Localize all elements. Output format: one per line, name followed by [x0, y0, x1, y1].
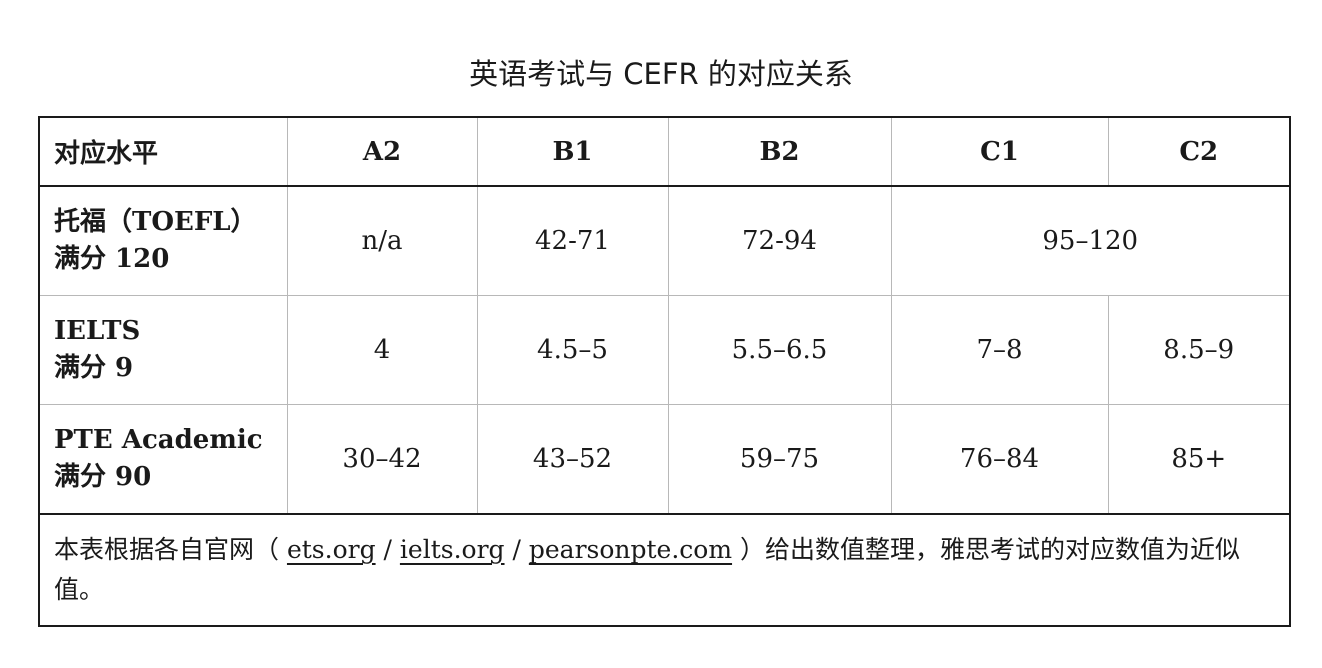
note-separator: / [375, 535, 400, 564]
exam-max-score: 满分 9 [54, 353, 134, 383]
table-row-toefl: 托福（TOEFL） 满分 120 n/a 42-71 72-94 95–120 [38, 185, 1291, 296]
header-b2: B2 [667, 116, 892, 187]
cell-pte-b1: 43–52 [476, 404, 669, 515]
cell-pte-c1: 76–84 [890, 404, 1109, 515]
exam-name: IELTS [54, 316, 141, 346]
exam-name: 托福（TOEFL） [54, 207, 257, 237]
page-title: 英语考试与 CEFR 的对应关系 [469, 57, 853, 91]
cell-pte-a2: 30–42 [286, 404, 478, 515]
header-c1: C1 [890, 116, 1109, 187]
table-note-row: 本表根据各自官网（ ets.org / ielts.org / pearsonp… [38, 513, 1291, 627]
cell-toefl-b1: 42-71 [476, 185, 669, 296]
header-b1: B1 [476, 116, 669, 187]
table-header-row: 对应水平 A2 B1 B2 C1 C2 [38, 116, 1291, 187]
header-c2: C2 [1107, 116, 1291, 187]
header-level-label: 对应水平 [38, 116, 288, 187]
note-prefix: 本表根据各自官网（ [54, 535, 287, 564]
row-label-toefl: 托福（TOEFL） 满分 120 [38, 185, 288, 296]
header-a2: A2 [286, 116, 478, 187]
cefr-table: 对应水平 A2 B1 B2 C1 C2 托福（TOEFL） 满分 120 n/a… [38, 116, 1291, 627]
cell-ielts-c2: 8.5–9 [1107, 295, 1291, 405]
cell-toefl-b2: 72-94 [667, 185, 892, 296]
cell-toefl-c1-c2: 95–120 [890, 185, 1291, 296]
cell-ielts-b1: 4.5–5 [476, 295, 669, 405]
note-separator: / [504, 535, 529, 564]
table-footnote: 本表根据各自官网（ ets.org / ielts.org / pearsonp… [38, 513, 1291, 627]
cell-ielts-b2: 5.5–6.5 [667, 295, 892, 405]
row-label-ielts: IELTS 满分 9 [38, 295, 288, 405]
exam-max-score: 满分 90 [54, 462, 152, 492]
table-row-pte: PTE Academic 满分 90 30–42 43–52 59–75 76–… [38, 404, 1291, 515]
table-row-ielts: IELTS 满分 9 4 4.5–5 5.5–6.5 7–8 8.5–9 [38, 295, 1291, 405]
link-pearsonpte-com[interactable]: pearsonpte.com [528, 535, 733, 564]
cell-ielts-c1: 7–8 [890, 295, 1109, 405]
exam-name: PTE Academic [54, 425, 263, 455]
note-suffix: ）给出数值整理，雅思考试的对应数值为近似值。 [54, 535, 1240, 604]
cell-ielts-a2: 4 [286, 295, 478, 405]
cell-toefl-a2: n/a [286, 185, 478, 296]
cell-pte-c2: 85+ [1107, 404, 1291, 515]
row-label-pte: PTE Academic 满分 90 [38, 404, 288, 515]
exam-max-score: 满分 120 [54, 244, 170, 274]
cell-pte-b2: 59–75 [667, 404, 892, 515]
link-ets-org[interactable]: ets.org [286, 535, 376, 564]
link-ielts-org[interactable]: ielts.org [399, 535, 505, 564]
